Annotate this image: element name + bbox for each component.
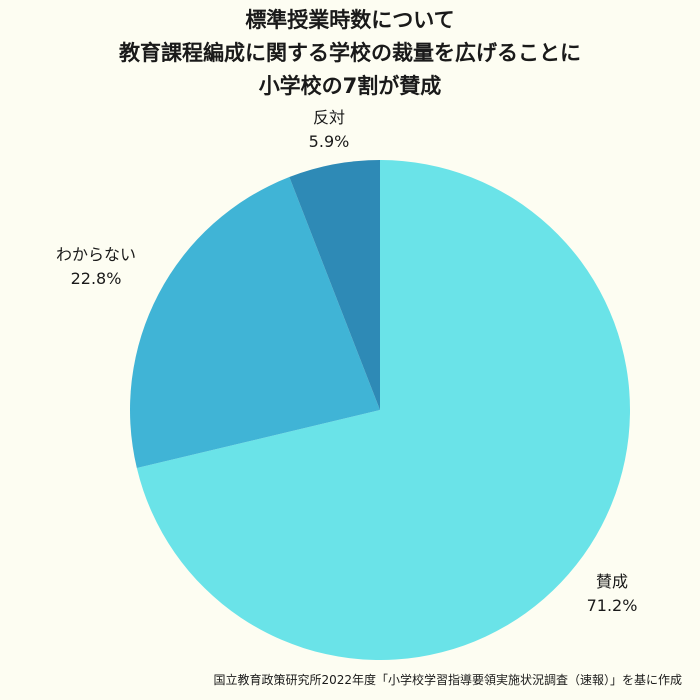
slice-label-no-value: 5.9% bbox=[308, 132, 350, 151]
chart-title-line-1: 標準授業時数について bbox=[245, 8, 455, 32]
source-note: 国立教育政策研究所2022年度「小学校学習指導要領実施状況調査（速報）」を基に作… bbox=[213, 673, 682, 687]
slice-label-unknown-name: わからない bbox=[55, 245, 137, 264]
pie-slice-no bbox=[289, 160, 380, 410]
slice-label-yes: 賛成 71.2% bbox=[587, 570, 638, 618]
pie-slice-unknown bbox=[129, 177, 380, 469]
slice-label-yes-value: 71.2% bbox=[586, 596, 638, 615]
pie-slice-yes bbox=[136, 160, 630, 660]
chart-title-line-2: 教育課程編成に関する学校の裁量を広げることに bbox=[119, 41, 581, 65]
slice-label-no-name: 反対 bbox=[312, 108, 345, 127]
slice-label-unknown-value: 22.8% bbox=[70, 269, 122, 288]
chart-title-line-3: 小学校の7割が賛成 bbox=[258, 74, 442, 98]
slice-label-unknown: わからない 22.8% bbox=[56, 243, 136, 291]
slice-label-yes-name: 賛成 bbox=[595, 572, 629, 591]
slice-label-no: 反対 5.9% bbox=[309, 106, 350, 154]
chart-title: 標準授業時数について 教育課程編成に関する学校の裁量を広げることに 小学校の7割… bbox=[0, 4, 700, 103]
